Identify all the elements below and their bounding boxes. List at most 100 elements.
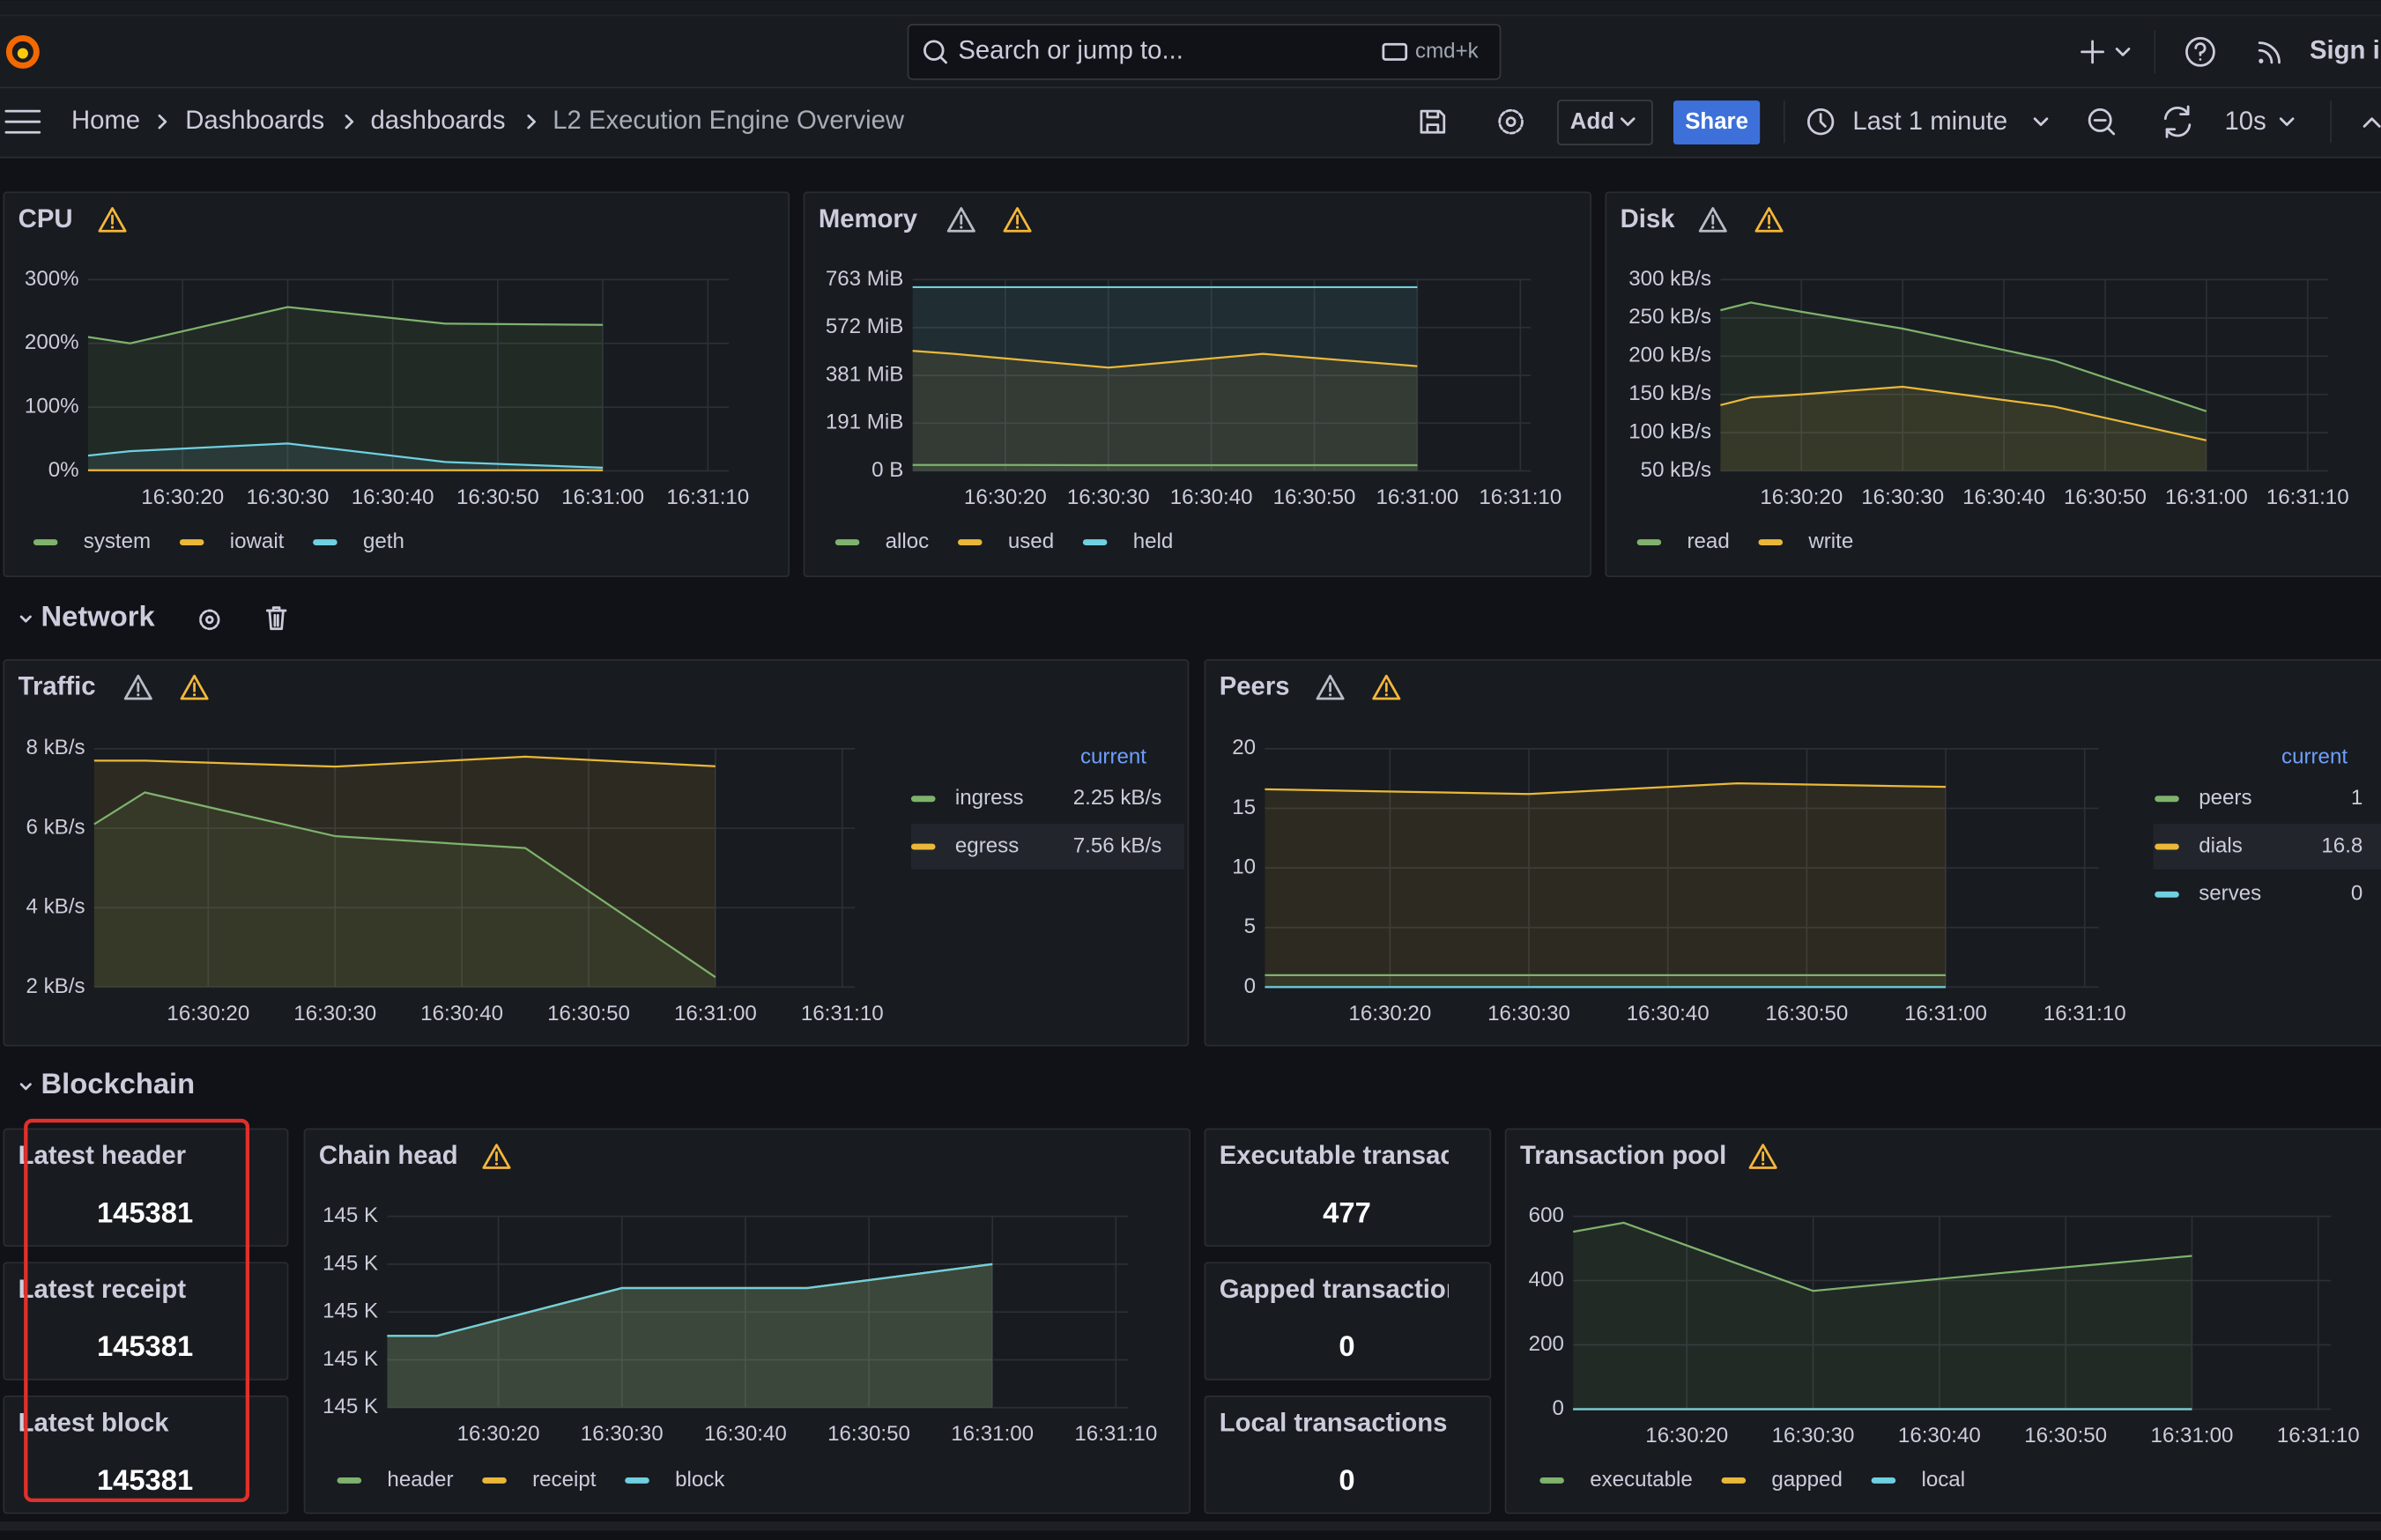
- breadcrumb-link[interactable]: Dashboards: [185, 106, 324, 135]
- panel: [1204, 1395, 1492, 1514]
- series-line: [1720, 301, 2207, 412]
- logo-core: [17, 48, 28, 59]
- x-tick-label: 16:31:00: [674, 1002, 757, 1025]
- row-delete-button[interactable]: [265, 606, 287, 631]
- chevron-icon: [19, 615, 32, 623]
- breadcrumb-separator: [158, 114, 167, 130]
- row-header[interactable]: Blockchain: [19, 1067, 195, 1099]
- area-fill: [87, 307, 604, 471]
- y-tick-label: 572 MiB: [826, 315, 903, 338]
- legend-label: dials: [2199, 833, 2243, 857]
- panel: [3, 1395, 289, 1514]
- y-tick-label: 10: [1232, 855, 1256, 879]
- share-button[interactable]: Share: [1673, 100, 1761, 145]
- area-fill: [1720, 302, 2207, 471]
- legend-label: serves: [2199, 882, 2261, 906]
- warning-icon: [137, 693, 140, 697]
- y-tick-label: 145 K: [323, 1347, 378, 1371]
- highlight-box: [24, 1118, 250, 1503]
- x-tick-label: 16:30:30: [581, 1422, 664, 1446]
- panel-title: Peers: [1220, 672, 1290, 701]
- legend-label: write: [1807, 529, 1853, 553]
- x-tick-label: 16:30:30: [1067, 485, 1150, 509]
- refresh-icon: [2165, 128, 2177, 138]
- warning-icon: [1003, 207, 1032, 233]
- x-tick-label: 16:30:30: [1861, 485, 1944, 509]
- news-button[interactable]: [2258, 41, 2281, 64]
- x-tick-label: 16:30:40: [1962, 485, 2045, 509]
- panel: [3, 191, 790, 578]
- warning-icon: [960, 226, 963, 229]
- settings-button[interactable]: [1498, 108, 1524, 135]
- stat-value: 477: [1323, 1196, 1371, 1229]
- area-fill: [387, 1263, 993, 1408]
- menu-button[interactable]: [4, 109, 41, 134]
- area-fill: [87, 443, 604, 471]
- x-tick-label: 16:31:00: [1904, 1002, 1987, 1025]
- y-tick-label: 191 MiB: [826, 411, 903, 434]
- save-button[interactable]: [1420, 109, 1446, 134]
- breadcrumb-separator: [345, 114, 354, 130]
- legend-row-highlight: [2153, 824, 2381, 870]
- add-button[interactable]: Add: [1557, 100, 1653, 145]
- x-tick-label: 16:30:50: [456, 485, 539, 509]
- panel: [3, 1128, 289, 1248]
- clock-icon: [1806, 108, 1835, 136]
- grafana-logo[interactable]: [5, 34, 40, 69]
- help-button[interactable]: [2185, 37, 2215, 67]
- warning-icon: [180, 674, 209, 700]
- panel-title: Memory: [819, 204, 918, 233]
- search-placeholder: Search or jump to...: [958, 36, 1183, 65]
- breadcrumb-current: L2 Execution Engine Overview: [553, 106, 905, 135]
- y-tick-label: 381 MiB: [826, 362, 903, 386]
- series-line: [912, 350, 1418, 369]
- legend-label: system: [84, 529, 151, 553]
- sign-in-link[interactable]: Sign in: [2310, 36, 2381, 65]
- y-tick-label: 5: [1244, 914, 1256, 938]
- collapse-icon[interactable]: [2362, 117, 2381, 128]
- x-tick-label: 16:31:00: [2165, 485, 2248, 509]
- logo-ring: [5, 34, 40, 69]
- panel: [803, 191, 1591, 578]
- new-menu[interactable]: [2081, 40, 2131, 64]
- x-tick-label: 16:30:20: [167, 1002, 249, 1025]
- zoom-out-button[interactable]: [2088, 108, 2116, 136]
- stat-title: Gapped transactions: [1220, 1275, 1476, 1304]
- warning-icon: [946, 207, 975, 233]
- x-tick-label: 16:31:10: [2277, 1424, 2360, 1447]
- warning-icon: [1384, 693, 1388, 697]
- area-fill: [912, 286, 1418, 471]
- warning-icon: [1316, 674, 1345, 700]
- time-picker[interactable]: Last 1 minute: [1806, 107, 2049, 136]
- series-line: [1573, 1221, 2192, 1292]
- chevron-icon: [2033, 117, 2049, 127]
- panel: [1204, 1128, 1492, 1248]
- y-tick-label: 250 kB/s: [1628, 305, 1711, 329]
- breadcrumb-link[interactable]: dashboards: [370, 106, 505, 135]
- x-tick-label: 16:30:50: [1765, 1002, 1848, 1025]
- panel-title: Transaction pool: [1520, 1141, 1726, 1170]
- stat-value: 145381: [97, 1463, 193, 1496]
- y-tick-label: 600: [1529, 1203, 1564, 1227]
- panel: [1605, 191, 2381, 578]
- y-tick-label: 763 MiB: [826, 267, 903, 291]
- legend-label: used: [1008, 529, 1054, 553]
- refresh-picker[interactable]: 10s: [2163, 105, 2295, 138]
- x-tick-label: 16:31:10: [666, 485, 749, 509]
- legend-label: read: [1687, 529, 1729, 553]
- search-box[interactable]: Search or jump to... cmd+k: [907, 24, 1502, 80]
- row-settings-button[interactable]: [199, 609, 220, 631]
- legend-header: current: [1080, 745, 1146, 769]
- y-tick-label: 50 kB/s: [1641, 458, 1711, 482]
- warning-icon: [1372, 674, 1401, 700]
- help-icon: [2194, 42, 2207, 56]
- stat-value: 145381: [97, 1329, 193, 1362]
- area-fill: [912, 464, 1418, 471]
- x-tick-label: 16:30:50: [2024, 1424, 2107, 1447]
- breadcrumb-link[interactable]: Home: [71, 106, 140, 135]
- x-tick-label: 16:30:40: [1898, 1424, 1981, 1447]
- panels: CPU 0% 100% 200% 300% 16:30:20 16:30:30 16:30:4…: [3, 191, 2381, 1514]
- chevron-icon: [1621, 117, 1636, 127]
- row-header[interactable]: Network: [19, 599, 155, 632]
